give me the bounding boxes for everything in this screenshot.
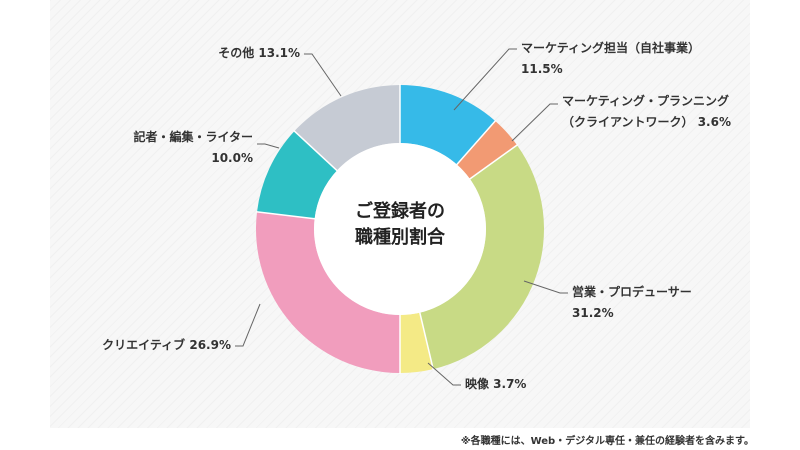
slice-separator-5 — [255, 210, 316, 220]
slice-label-2-line-1: 31.2% — [572, 306, 614, 320]
slice-3 — [400, 312, 434, 373]
center-title-line-0: ご登録者の — [355, 200, 445, 222]
chart-area: ご登録者の職種別割合 マーケティング担当（自社事業） 11.5% マーケティング・プラ… — [50, 0, 750, 428]
slice-label-6-line-0: その他 13.1% — [218, 45, 300, 60]
slice-separator-6 — [293, 129, 339, 172]
center-title-line-1: 職種別割合 — [355, 226, 446, 248]
slice-label-1-line-0: マーケティング・プランニング — [562, 93, 729, 108]
slice-label-3-line-0: 映像 3.7% — [465, 376, 526, 391]
leader-line-2 — [523, 280, 568, 294]
slice-6 — [294, 85, 400, 171]
leader-line-1 — [511, 103, 558, 142]
slice-0 — [400, 85, 496, 165]
leader-line-3 — [427, 362, 461, 386]
slice-4 — [256, 211, 400, 373]
leader-line-4 — [235, 303, 261, 347]
slice-separator-3 — [418, 311, 435, 371]
slice-separator-2 — [468, 143, 519, 181]
slice-label-5-line-0: 記者・編集・ライター — [133, 129, 253, 144]
slice-separator-1 — [455, 119, 497, 166]
slice-2 — [419, 145, 544, 370]
slice-label-0-line-1: 11.5% — [521, 62, 563, 76]
leader-line-6 — [304, 53, 342, 97]
slice-label-4-line-0: クリエイティブ 26.9% — [102, 337, 231, 352]
slice-label-1-line-1: （クライアントワーク） 3.6% — [562, 114, 731, 129]
leader-line-5 — [257, 143, 280, 149]
leader-line-0 — [453, 48, 517, 111]
slice-label-5-line-1: 10.0% — [211, 151, 253, 165]
footnote: ※各職種には、Web・デジタル専任・兼任の経験者を含みます。 — [460, 436, 754, 447]
slice-label-2-line-0: 営業・プロデューサー — [572, 284, 692, 299]
slice-1 — [456, 120, 518, 179]
slice-label-0-line-0: マーケティング担当（自社事業） — [521, 40, 700, 55]
donut-hole — [314, 143, 486, 315]
